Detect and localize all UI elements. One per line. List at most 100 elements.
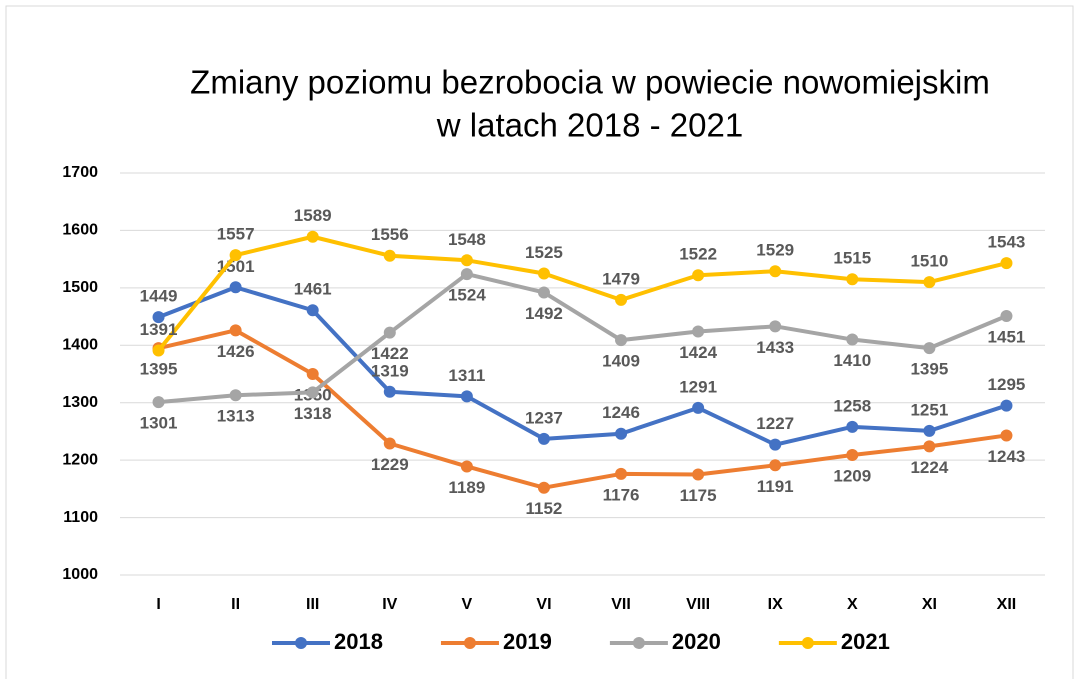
data-point bbox=[306, 304, 319, 317]
data-point bbox=[229, 281, 242, 294]
y-tick-label: 1000 bbox=[62, 566, 98, 583]
data-point bbox=[923, 440, 936, 453]
data-label: 1515 bbox=[833, 249, 871, 268]
data-label: 1227 bbox=[756, 414, 794, 433]
y-tick-label: 1600 bbox=[62, 222, 98, 239]
x-tick-label: VIII bbox=[686, 596, 710, 613]
legend-marker bbox=[632, 637, 645, 649]
series-line bbox=[158, 328, 1007, 490]
data-point bbox=[383, 437, 396, 450]
data-label: 1295 bbox=[988, 375, 1026, 394]
data-point bbox=[692, 401, 705, 414]
series-line bbox=[157, 285, 1008, 447]
data-point bbox=[537, 267, 550, 280]
data-label: 1451 bbox=[988, 327, 1026, 346]
data-point bbox=[460, 460, 473, 473]
data-label: 1449 bbox=[140, 287, 178, 306]
x-tick-label: XI bbox=[922, 596, 937, 613]
data-label: 1175 bbox=[680, 486, 717, 505]
series-line bbox=[156, 234, 1007, 352]
data-point bbox=[923, 342, 936, 355]
data-point bbox=[769, 438, 782, 451]
data-point bbox=[923, 424, 936, 437]
y-tick-label: 1300 bbox=[62, 394, 98, 411]
data-point bbox=[152, 396, 165, 409]
x-tick-label: IV bbox=[382, 596, 397, 613]
data-point bbox=[537, 481, 550, 494]
data-point bbox=[460, 254, 473, 267]
data-label: 1395 bbox=[910, 360, 948, 379]
y-tick-label: 1700 bbox=[62, 164, 98, 181]
data-label: 1501 bbox=[217, 257, 255, 276]
data-label: 1525 bbox=[525, 243, 563, 262]
data-point bbox=[846, 333, 859, 346]
data-label: 1543 bbox=[988, 233, 1026, 252]
data-point bbox=[1000, 257, 1013, 270]
data-point bbox=[769, 459, 782, 472]
data-label: 1461 bbox=[294, 280, 332, 299]
data-point bbox=[692, 468, 705, 481]
data-label: 1395 bbox=[140, 360, 178, 379]
data-label: 1391 bbox=[140, 320, 178, 339]
data-point bbox=[537, 286, 550, 299]
legend-label: 2019 bbox=[503, 629, 552, 654]
data-point bbox=[846, 448, 859, 461]
data-point bbox=[692, 269, 705, 282]
data-label: 1251 bbox=[910, 400, 948, 419]
data-label: 1319 bbox=[371, 361, 409, 380]
data-label: 1191 bbox=[757, 477, 794, 496]
x-tick-label: XII bbox=[997, 596, 1017, 613]
y-tick-label: 1400 bbox=[62, 337, 98, 354]
data-label: 1433 bbox=[756, 338, 794, 357]
legend-marker bbox=[463, 637, 476, 649]
data-label: 1152 bbox=[526, 499, 563, 518]
data-point bbox=[152, 311, 165, 324]
data-label: 1522 bbox=[679, 245, 717, 264]
legend-marker bbox=[295, 637, 307, 649]
data-label: 1479 bbox=[602, 269, 640, 288]
data-point bbox=[615, 293, 628, 306]
data-point bbox=[1000, 399, 1013, 412]
data-label: 1311 bbox=[448, 366, 485, 385]
data-point bbox=[615, 427, 628, 440]
data-label: 1409 bbox=[602, 352, 640, 371]
data-label: 1243 bbox=[988, 447, 1026, 466]
data-label: 1548 bbox=[448, 230, 486, 249]
data-label: 1313 bbox=[217, 407, 255, 426]
data-label: 1291 bbox=[679, 377, 717, 396]
data-point bbox=[923, 276, 936, 289]
data-label: 1589 bbox=[294, 206, 332, 225]
x-tick-label: III bbox=[306, 596, 319, 613]
data-point bbox=[383, 385, 396, 398]
data-point bbox=[306, 368, 319, 380]
chart-title: w latach 2018 - 2021 bbox=[436, 107, 743, 144]
data-point bbox=[383, 326, 396, 339]
data-label: 1189 bbox=[448, 478, 485, 497]
x-tick-label: IX bbox=[768, 596, 783, 613]
data-point bbox=[769, 265, 782, 278]
data-label: 1492 bbox=[525, 304, 563, 323]
y-tick-label: 1200 bbox=[62, 451, 98, 468]
legend-label: 2020 bbox=[672, 629, 721, 654]
data-point bbox=[460, 390, 473, 403]
legend-label: 2021 bbox=[841, 629, 890, 654]
legend-marker bbox=[801, 637, 814, 649]
y-tick-label: 1500 bbox=[62, 279, 98, 296]
data-point bbox=[846, 273, 859, 286]
data-label: 1209 bbox=[833, 466, 871, 485]
data-label: 1176 bbox=[603, 485, 640, 504]
data-label: 1556 bbox=[371, 225, 409, 244]
data-label: 1258 bbox=[833, 396, 871, 415]
x-tick-label: V bbox=[462, 596, 473, 613]
x-tick-label: VI bbox=[536, 596, 551, 613]
data-point bbox=[229, 324, 242, 337]
data-label: 1426 bbox=[217, 342, 255, 361]
data-point bbox=[229, 389, 242, 402]
data-point bbox=[1000, 429, 1013, 442]
data-label: 1557 bbox=[217, 225, 255, 244]
x-tick-label: VII bbox=[611, 596, 631, 613]
x-tick-label: X bbox=[847, 596, 858, 613]
data-point bbox=[306, 230, 319, 243]
y-tick-label: 1100 bbox=[63, 509, 98, 526]
